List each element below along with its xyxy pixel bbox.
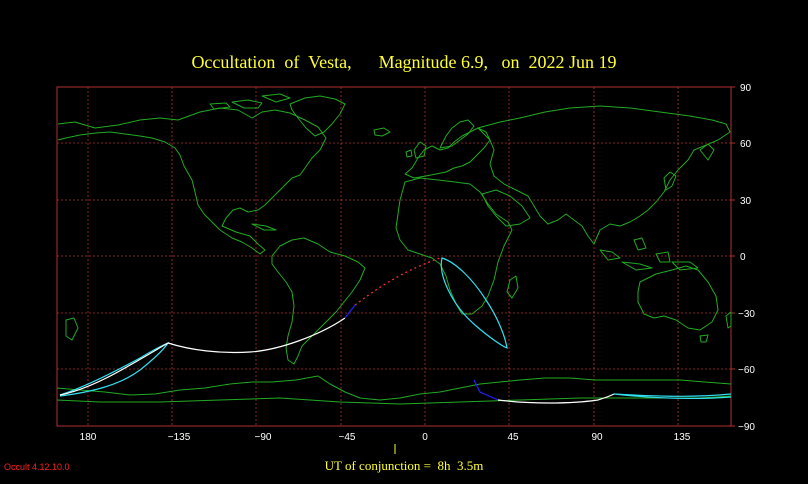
path-central-line-west (59, 317, 346, 396)
conjunction-time: UT of conjunction = 8h 3.5m (324, 458, 484, 473)
page-title: Occultation of Vesta, Magnitude 6.9, on … (191, 52, 617, 72)
path-limit-loop-east (440, 257, 508, 349)
path-not-visible (354, 257, 441, 306)
map-frame (56, 86, 732, 427)
path-daylight-east (473, 379, 499, 401)
path-limit-line-west (59, 341, 170, 397)
path-daylight-segment (344, 304, 356, 319)
path-central-line-east (497, 393, 615, 404)
lon-label: −45 (339, 432, 356, 443)
lat-label: −60 (738, 365, 755, 376)
lat-labels: 90 60 30 0 −30 −60 −90 (738, 83, 755, 433)
coastlines (56, 93, 732, 405)
occultation-path (59, 257, 732, 404)
lon-label: −135 (168, 432, 191, 443)
lon-label: 90 (591, 432, 603, 443)
lat-label: 90 (740, 83, 752, 94)
lat-label: −90 (738, 422, 755, 433)
lat-label: −30 (738, 309, 755, 320)
version-label: Occult 4.12.10.0 (4, 462, 70, 472)
graticule (57, 87, 731, 426)
lon-label: 0 (422, 432, 428, 443)
lon-label: 45 (507, 432, 519, 443)
lat-label: 60 (740, 139, 752, 150)
lon-label: 135 (674, 432, 691, 443)
lon-label: 180 (80, 432, 97, 443)
lon-label: −90 (255, 432, 272, 443)
lat-label: 30 (740, 196, 752, 207)
lat-ticks (731, 86, 735, 427)
lon-labels: 180 −135 −90 −45 0 45 90 135 (80, 432, 691, 443)
lat-label: 0 (740, 252, 746, 263)
path-limit-line-east (613, 393, 732, 400)
